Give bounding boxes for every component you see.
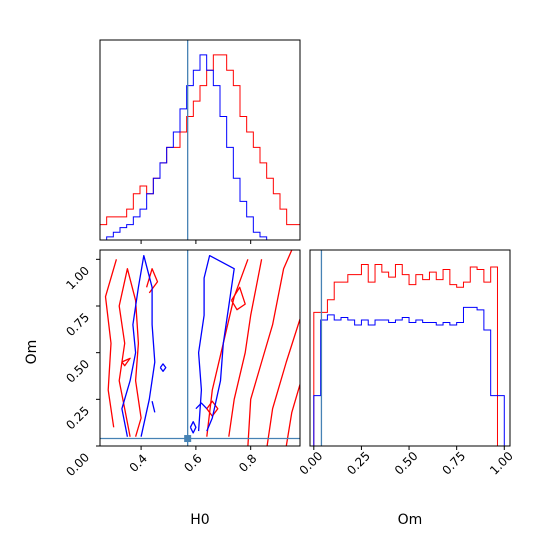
h0-marginal-panel (99, 39, 301, 244)
h0-xtick-label-2: 0.8 (236, 451, 259, 474)
om-hist-series-1 (313, 306, 505, 446)
om-xtick-label-3: 0.75 (439, 449, 468, 478)
contour-s1-c1 (197, 254, 235, 432)
h0-om-2d-panel: 0.4 0.6 0.8 0.00 0.25 0.50 0.75 1.00 H0 Om (24, 249, 301, 528)
contour-s0-c1 (104, 259, 118, 428)
contour-s1-c2 (195, 402, 208, 410)
om-ytick-label-4: 1.00 (63, 264, 92, 293)
om-xtick-label-2: 0.50 (392, 449, 421, 478)
om-ytick-label-0: 0.00 (63, 450, 92, 479)
contour-s1-c0 (121, 254, 156, 437)
contour-s0-c7 (285, 384, 300, 446)
contour-s0-c6 (266, 318, 300, 446)
contour-s1-c4 (151, 401, 156, 413)
h0-hist-series-1 (100, 54, 300, 241)
contour-s0-c4 (228, 259, 263, 437)
contour-s0-c0 (118, 268, 142, 437)
h0-om-2d-frame (99, 249, 301, 447)
contour-s0-c3 (206, 259, 249, 437)
contour-s1-c5 (189, 421, 197, 434)
h0-om-contour-plot-area (100, 250, 300, 446)
contour-s0-c5 (247, 250, 293, 446)
contour-s0-c10 (121, 357, 131, 367)
om-xtick-label-0: 0.00 (297, 449, 326, 478)
om-ytick-label-1: 0.25 (63, 404, 92, 433)
h0-marginal-frame (99, 39, 301, 241)
h0-marginal-ticks (140, 240, 252, 244)
truth-marker (184, 435, 192, 443)
h0-marginal-plot-area (99, 40, 300, 241)
om-hist-series-0 (313, 264, 505, 447)
om-xtick-label-4: 1.00 (487, 449, 516, 478)
om-marginal-plot-area (313, 250, 505, 447)
x-axis-label-om: Om (398, 512, 423, 528)
om-ytick-label-2: 0.50 (63, 357, 92, 386)
y-axis-label-om: Om (24, 340, 40, 365)
om-marginal-panel: 0.00 0.25 0.50 0.75 1.00 Om (297, 249, 516, 528)
h0-hist-series-0 (99, 54, 300, 240)
om-marginal-ticks: 0.00 0.25 0.50 0.75 1.00 (297, 446, 516, 478)
h0-om-contours (100, 250, 300, 446)
contour-s0-c9 (206, 400, 219, 417)
h0-xtick-label-0: 0.4 (127, 451, 150, 474)
om-marginal-frame (309, 249, 511, 447)
om-xtick-label-1: 0.25 (344, 449, 373, 478)
contour-s0-c8 (230, 286, 246, 311)
contour-s1-c3 (159, 363, 167, 372)
h0-xtick-label-1: 0.6 (181, 451, 204, 474)
x-axis-label-h0: H0 (190, 512, 209, 528)
om-ytick-label-3: 0.75 (63, 310, 92, 339)
